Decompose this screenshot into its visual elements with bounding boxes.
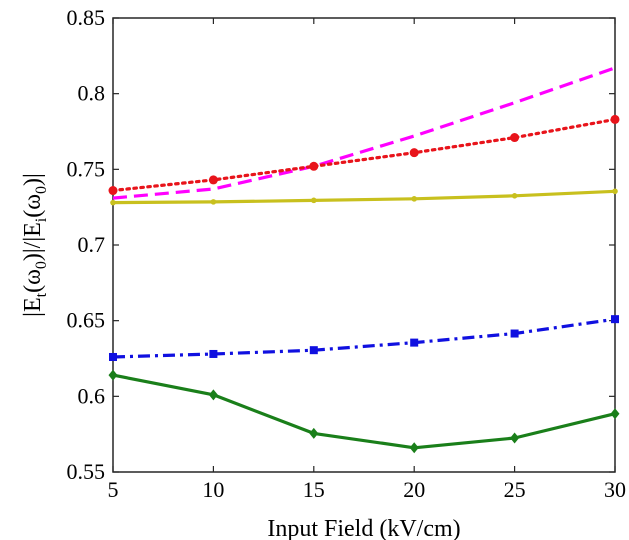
data-point (309, 346, 318, 355)
x-axis-label: Input Field (kV/cm) (267, 516, 460, 540)
data-point (110, 199, 116, 206)
data-point (210, 199, 217, 205)
data-point (208, 389, 218, 401)
data-point (611, 315, 619, 324)
x-tick-label: 25 (504, 477, 526, 502)
data-point (610, 408, 620, 420)
data-point (108, 186, 118, 196)
series-line (112, 317, 616, 359)
y-axis-ticks: 0.55 0.6 0.65 0.7 0.75 0.8 0.85 (67, 5, 615, 484)
series-3 (110, 188, 618, 206)
y-tick-label: 0.7 (78, 232, 106, 257)
x-tick-label: 10 (202, 477, 224, 502)
data-point (108, 369, 118, 381)
data-point (209, 349, 218, 358)
series-2 (108, 114, 620, 196)
y-tick-label: 0.65 (67, 308, 106, 333)
data-point (208, 175, 218, 185)
data-point (311, 197, 317, 204)
data-point (510, 329, 519, 338)
plot-area (112, 17, 616, 473)
series-line (112, 189, 616, 205)
series-line (111, 117, 617, 193)
series-1 (112, 66, 616, 200)
y-tick-label: 0.55 (67, 459, 106, 484)
x-tick-label: 30 (604, 477, 626, 502)
series-5 (108, 369, 620, 454)
series-line (112, 66, 616, 200)
x-tick-label: 5 (108, 477, 119, 502)
y-tick-label: 0.8 (78, 81, 106, 106)
data-point (410, 338, 419, 347)
series-layer (108, 66, 620, 454)
data-point (510, 432, 520, 444)
x-tick-label: 20 (403, 477, 425, 502)
y-tick-label: 0.85 (67, 5, 106, 30)
data-point (511, 193, 518, 199)
series-line (112, 373, 616, 450)
y-tick-label: 0.75 (67, 156, 106, 181)
data-point (411, 196, 418, 202)
x-tick-label: 15 (303, 477, 325, 502)
y-tick-label: 0.6 (78, 383, 106, 408)
data-point (109, 352, 117, 361)
data-point (409, 148, 419, 158)
data-point (510, 133, 520, 143)
data-point (309, 161, 319, 171)
x-axis-ticks: 5 10 15 20 25 30 (108, 18, 626, 502)
data-point (610, 114, 620, 124)
data-point (309, 427, 319, 439)
data-point (612, 188, 618, 195)
y-axis-label: |Et(ω0)|/|Ei(ω0)| (20, 173, 50, 317)
data-point (409, 442, 419, 454)
series-4 (109, 315, 619, 361)
